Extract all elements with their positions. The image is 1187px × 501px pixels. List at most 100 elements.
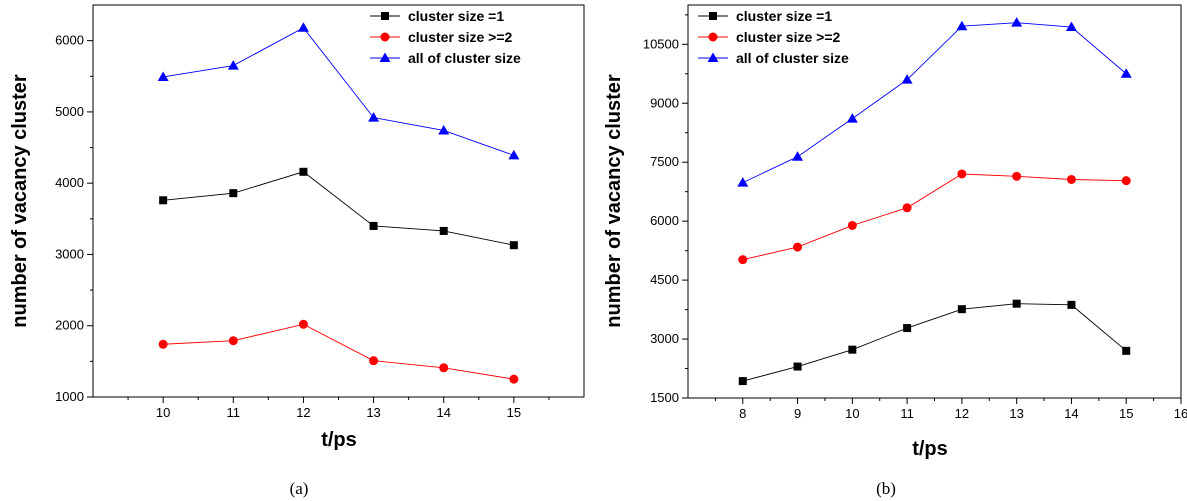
legend-label: cluster size =1 [408,8,504,24]
x-tick-label: 15 [507,405,521,420]
series-markers [737,17,1132,386]
data-point-square [1067,300,1076,309]
data-point-triangle [707,52,719,62]
data-point-triangle [846,113,858,123]
legend-label: all of cluster size [736,50,849,66]
legend: cluster size =1 cluster size >=2 all of cl… [370,8,521,66]
chart-panel-a: 10 11 12 13 14 15 1000 2000 3000 4000 5000 6000 clu… [9,4,585,498]
data-point-circle [380,32,390,42]
legend-label: cluster size >=2 [408,29,513,45]
data-point-square [369,221,378,230]
data-point-circle [1012,171,1022,181]
series-line [163,27,515,156]
x-tick-label: 13 [366,405,380,420]
data-point-triangle [368,112,380,122]
data-point-triangle [901,74,913,84]
data-point-square [738,377,747,386]
data-point-circle [439,363,449,373]
x-tick-label: 11 [227,405,241,420]
data-point-circle [1066,174,1076,184]
data-point-triangle [1011,17,1023,27]
y-tick-label: 7500 [650,154,679,169]
data-point-circle [708,32,718,42]
data-point-triangle [737,177,749,187]
y-tick-label: 9000 [650,95,679,110]
data-point-circle [1121,176,1131,186]
x-tick-label: 10 [156,405,170,420]
data-point-triangle [157,71,169,81]
x-tick-label: 16 [1174,406,1187,421]
data-point-square [299,167,308,176]
x-axis-title: t/ps [912,438,948,460]
data-point-triangle [1120,68,1132,78]
data-point-triangle [508,149,520,160]
data-point-square [1012,299,1021,308]
panel-caption: (a) [290,479,309,498]
data-point-circle [738,255,748,265]
y-tick-label: 1000 [55,389,84,404]
data-point-triangle [1065,21,1077,32]
data-point-square [709,12,717,20]
data-point-circle [369,356,379,366]
series-line [742,173,1127,261]
x-tick-label: 14 [436,405,450,420]
y-tick-label: 4500 [650,272,679,287]
series-line [163,171,514,246]
data-point-triangle [792,151,804,161]
y-axis-title: number of vacancy cluster [603,74,625,328]
data-point-square [903,324,912,333]
data-point-triangle [438,124,450,135]
x-axis-title: t/ps [321,429,357,451]
x-tick-label: 10 [845,406,859,421]
data-point-square [439,226,448,235]
y-tick-label: 2000 [55,318,84,333]
series-line [742,22,1127,184]
legend-label: cluster size =1 [736,8,832,24]
axis-ticks: 8 9 10 11 12 13 14 15 16 1500 3000 4500 6000 7500 9000… [643,14,1187,421]
data-point-circle [509,374,519,384]
series-lines [163,27,515,380]
y-tick-label: 6000 [650,213,679,228]
legend-label: cluster size >=2 [736,29,841,45]
x-tick-label: 9 [794,406,801,421]
series-markers [157,22,520,384]
x-tick-label: 14 [1064,406,1078,421]
legend: cluster size =1 cluster size >=2 all of cl… [698,8,849,66]
y-tick-label: 6000 [55,33,84,48]
data-point-circle [847,220,857,230]
y-axis-title: number of vacancy cluster [9,74,31,328]
x-tick-label: 8 [739,406,746,421]
chart-panel-b: 8 9 10 11 12 13 14 15 16 1500 3000 4500 6000 7500 9000… [603,4,1187,498]
data-point-triangle [297,22,309,32]
x-tick-label: 13 [1009,406,1023,421]
data-point-triangle [956,20,968,31]
data-point-circle [228,336,238,346]
data-point-square [229,189,238,198]
data-point-circle [793,242,803,252]
y-tick-label: 4000 [55,175,84,190]
data-point-square [381,12,389,20]
x-tick-label: 12 [955,406,969,421]
data-point-square [793,362,802,371]
x-tick-label: 15 [1119,406,1133,421]
series-line [163,323,514,380]
series-line [742,303,1127,382]
y-tick-label: 10500 [643,36,679,51]
data-point-circle [298,319,308,329]
data-point-circle [902,203,912,213]
series-lines [742,22,1127,382]
x-tick-label: 11 [900,406,914,421]
y-tick-label: 5000 [55,104,84,119]
legend-label: all of cluster size [408,50,521,66]
panel-caption: (b) [876,479,896,498]
data-point-circle [158,339,168,349]
x-tick-label: 12 [296,405,310,420]
y-tick-label: 3000 [650,331,679,346]
data-point-square [1122,346,1131,355]
data-point-square [159,196,168,205]
data-point-square [509,241,518,250]
data-point-triangle [379,52,391,62]
y-tick-label: 3000 [55,246,84,261]
data-point-square [957,305,966,314]
